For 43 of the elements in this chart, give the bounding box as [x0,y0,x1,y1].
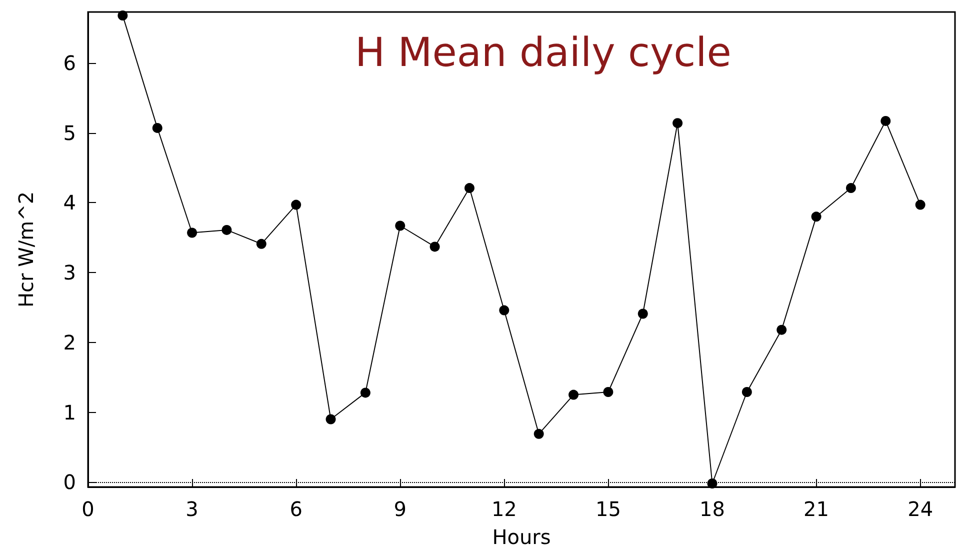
x-tick-label: 6 [290,497,302,521]
y-tick-label: 4 [63,190,76,215]
point [915,200,926,210]
point [534,428,544,439]
point [152,122,162,133]
point [707,478,718,489]
point [118,10,128,20]
y-tick-label: 5 [63,120,76,145]
point [776,324,787,335]
point [222,224,232,235]
y-tick-label: 0 [63,470,76,494]
point [499,305,510,316]
x-tick-label: 9 [394,497,406,521]
point [638,308,648,319]
point [846,183,856,194]
point [568,390,579,400]
point [464,183,474,194]
point [672,118,683,128]
point [395,220,406,231]
y-tick-label: 3 [63,260,76,285]
x-axis-title: Hours [492,525,551,549]
text: H Mean daily cycle [355,30,732,76]
y-tick-label: 2 [63,330,76,354]
x-tick-label: 12 [491,497,517,521]
y-tick-label: 1 [63,400,76,424]
x-tick-label: 18 [700,497,725,521]
point [880,116,891,126]
point [811,212,822,222]
point [603,387,614,397]
x-tick-label: 15 [595,497,621,521]
x-tick-label: 24 [908,497,934,521]
y-axis-title: Hcr W/m^2 [14,191,38,308]
y-tick-label: 6 [63,50,76,75]
point [430,242,440,252]
point [742,387,752,397]
point [256,238,266,249]
point [326,414,336,424]
point [187,228,198,238]
x-tick-label: 0 [82,497,94,521]
point [360,388,370,398]
point [291,200,302,210]
x-tick-label: 21 [804,497,830,521]
x-tick-label: 3 [186,497,198,521]
